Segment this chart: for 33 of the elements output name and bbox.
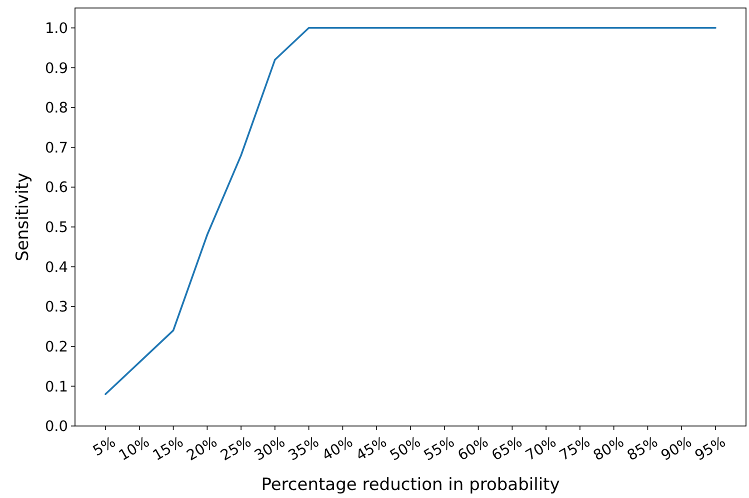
y-tick-label: 0.0	[44, 419, 68, 436]
y-tick-label: 0.6	[44, 180, 68, 196]
x-tick-label: 45%	[354, 434, 390, 464]
x-tick-label: 85%	[624, 434, 661, 464]
line-series	[104, 27, 716, 396]
x-tick-label: 30%	[252, 434, 288, 464]
y-tick-label: 0.8	[44, 100, 68, 117]
x-tick-label: 60%	[455, 434, 492, 464]
x-tick-label: 55%	[422, 434, 458, 464]
x-tick-label: 65%	[489, 434, 526, 464]
x-tick-label: 20%	[184, 434, 220, 464]
x-axis-title: Percentage reduction in probability	[261, 475, 560, 495]
x-tick-label: 70%	[523, 434, 560, 464]
x-tick-label: 25%	[218, 434, 254, 464]
x-tick-label: 40%	[320, 434, 356, 464]
x-tick-label: 95%	[692, 434, 729, 464]
x-tick-label: 5%	[90, 434, 119, 460]
x-tick-label: 75%	[557, 434, 594, 464]
y-axis-title: Sensitivity	[13, 172, 33, 262]
y-tick-label: 0.1	[44, 379, 68, 396]
y-tick-label: 0.2	[44, 339, 68, 356]
x-tick-label: 90%	[658, 434, 695, 464]
y-tick-label: 1.0	[44, 20, 68, 37]
x-tick-label: 15%	[150, 434, 186, 464]
x-tick-label: 10%	[116, 434, 152, 464]
x-tick-label: 35%	[286, 434, 322, 464]
y-tick-label: 0.3	[44, 300, 68, 316]
y-tick-label: 0.4	[44, 260, 68, 276]
y-tick-label: 0.9	[44, 60, 68, 77]
x-tick-label: 80%	[590, 434, 627, 464]
y-tick-label: 0.7	[44, 140, 68, 156]
x-tick-label: 50%	[388, 434, 424, 464]
y-tick-label: 0.5	[44, 220, 68, 236]
